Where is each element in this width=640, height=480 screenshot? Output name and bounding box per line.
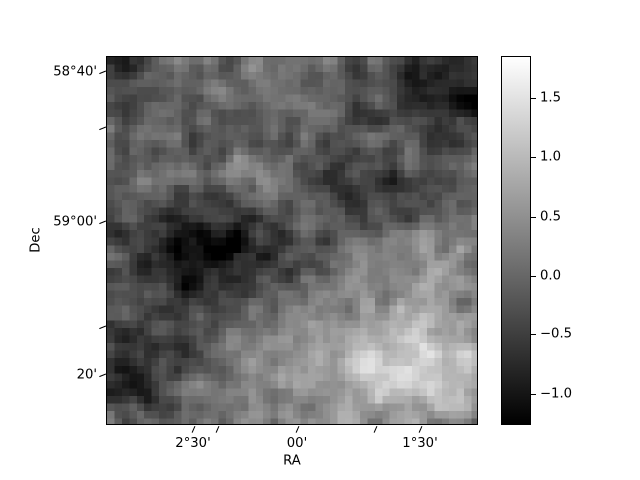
colorbar[interactable] xyxy=(501,56,531,425)
ra-tick-major-1 xyxy=(295,426,300,433)
colorbar-tick-5 xyxy=(531,394,536,396)
colorbar-tick-1 xyxy=(531,157,536,159)
colorbar-ticklabel-5: −1.0 xyxy=(540,386,573,402)
ra-ticklabel-1: 00' xyxy=(286,436,308,451)
dec-axis-label: Dec xyxy=(28,227,44,253)
colorbar-ticklabel-3: 0.0 xyxy=(540,268,561,284)
colorbar-tick-3 xyxy=(531,276,536,278)
ra-ticklabel-2: 1°30' xyxy=(402,436,438,451)
sky-image-axes[interactable] xyxy=(106,56,478,425)
ra-ticklabel-0: 2°30' xyxy=(175,436,211,451)
colorbar-ticklabel-0: 1.5 xyxy=(540,90,561,106)
colorbar-ticklabel-1: 1.0 xyxy=(540,149,561,165)
ra-tick-major-2 xyxy=(418,426,423,433)
dec-ticklabel-0: 58°40' xyxy=(53,64,97,80)
dec-ticklabel-2: 20' xyxy=(76,367,97,383)
colorbar-ticklabel-4: −0.5 xyxy=(540,326,573,342)
colorbar-tick-4 xyxy=(531,334,536,336)
colorbar-tick-2 xyxy=(531,217,536,219)
colorbar-ticklabel-2: 0.5 xyxy=(540,209,561,225)
ra-axis-label: RA xyxy=(283,453,301,469)
ra-tick-major-0 xyxy=(191,426,196,433)
colorbar-tick-0 xyxy=(531,98,536,100)
ra-tick-minor-0 xyxy=(215,426,220,433)
dec-ticklabel-1: 59°00' xyxy=(53,214,97,230)
ra-tick-minor-1 xyxy=(373,426,378,433)
sky-heatmap-image xyxy=(107,57,477,424)
